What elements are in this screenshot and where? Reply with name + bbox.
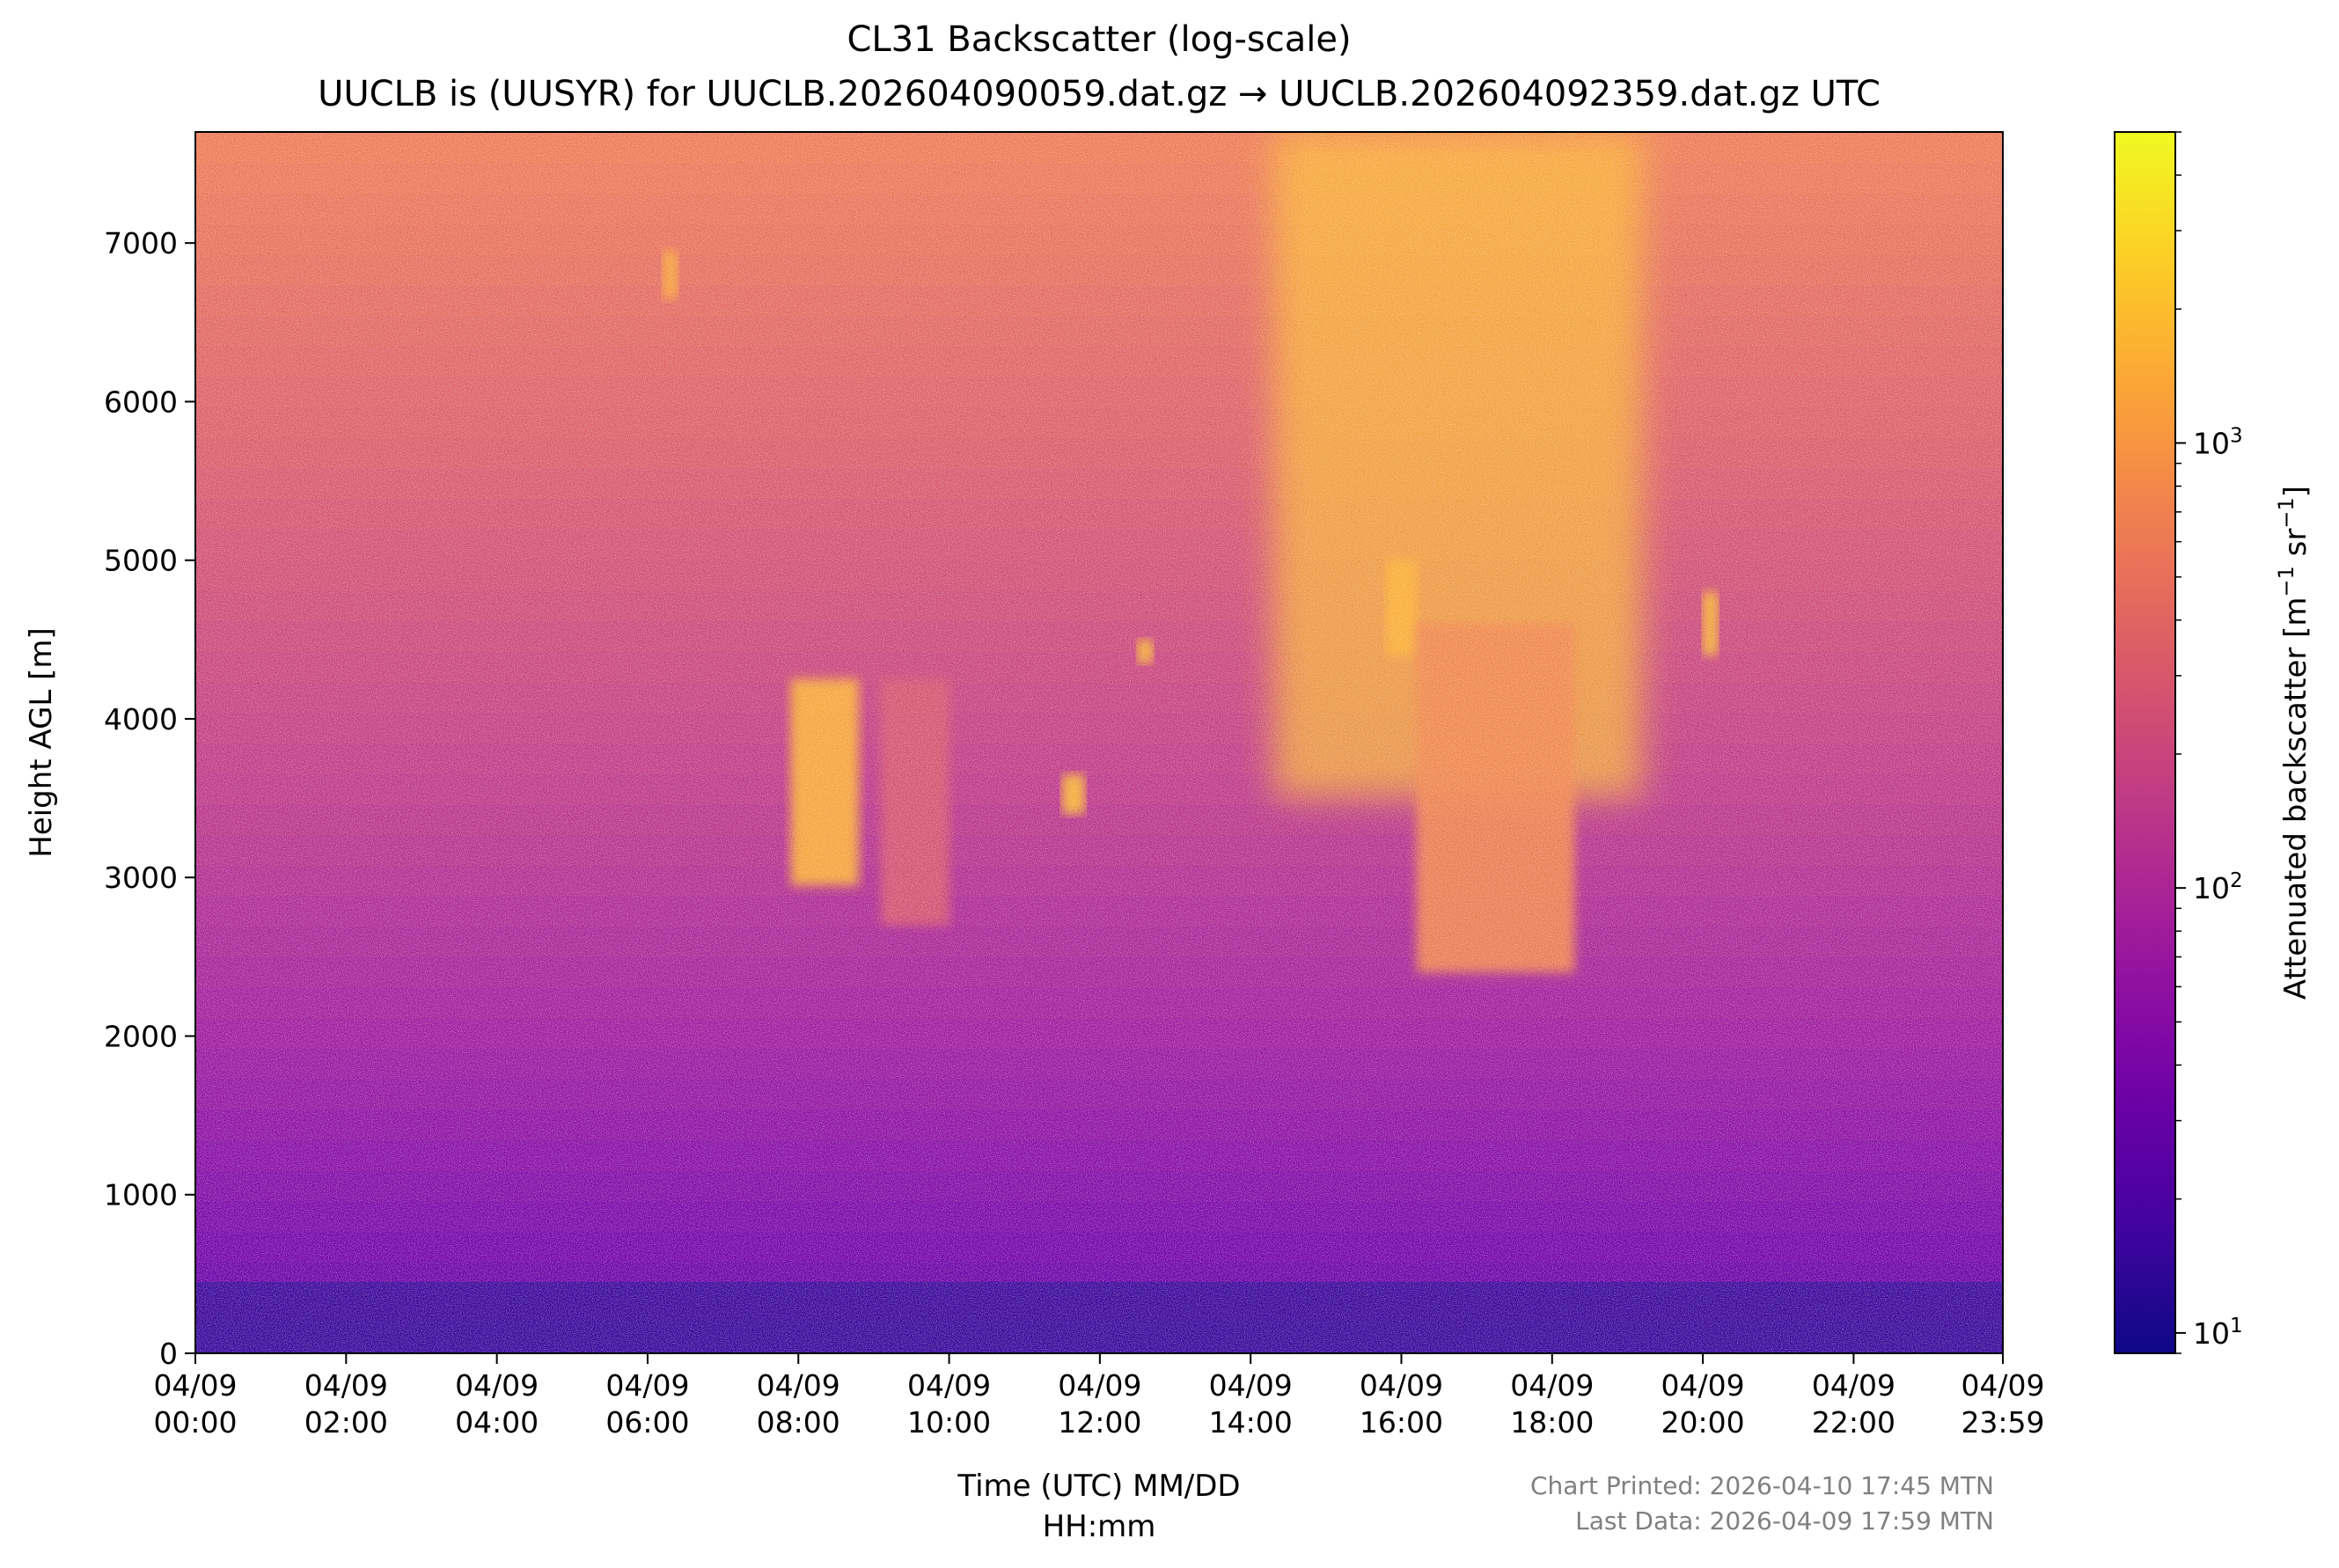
x-tick-time: 20:00 [1661,1405,1745,1440]
colorbar [2114,131,2176,1354]
x-tick-date: 04/09 [1058,1368,1141,1403]
chart-printed-note: Chart Printed: 2026-04-10 17:45 MTN [1530,1471,1994,1500]
x-tick-date: 04/09 [304,1368,388,1403]
last-data-note: Last Data: 2026-04-09 17:59 MTN [1575,1506,1994,1535]
colorbar-tick-label: 102 [2193,869,2243,905]
x-tick-date: 04/09 [605,1368,689,1403]
x-tick-date: 04/09 [1510,1368,1594,1403]
colorbar-tick-label: 103 [2193,424,2243,460]
x-tick-date: 04/09 [1961,1368,2044,1403]
plot-area [195,132,2003,1353]
x-tick-time: 06:00 [605,1405,689,1440]
y-tick-label: 6000 [104,385,178,419]
chart-title: CL31 Backscatter (log-scale) [847,19,1351,60]
y-tick-label: 5000 [104,544,178,578]
x-axis-label-line1: Time (UTC) MM/DD [957,1469,1240,1504]
x-tick-date: 04/09 [1360,1368,1443,1403]
colorbar-tick-label: 101 [2193,1315,2243,1351]
x-tick-time: 08:00 [757,1405,840,1440]
y-tick-label: 1000 [104,1178,178,1213]
y-axis: 0 1000 2000 3000 4000 5000 6000 7000 [104,226,195,1371]
x-tick-date: 04/09 [907,1368,991,1403]
x-tick-date: 04/09 [153,1368,237,1403]
colorbar-ticks: 101 102 103 [2175,131,2243,1354]
y-tick-label: 2000 [104,1019,178,1053]
x-axis-label-line2: HH:mm [1043,1509,1156,1544]
x-tick-time: 14:00 [1209,1405,1293,1440]
x-tick-time: 04:00 [455,1405,539,1440]
x-tick-date: 04/09 [1812,1368,1895,1403]
x-tick-date: 04/09 [455,1368,539,1403]
y-tick-label: 4000 [104,702,178,736]
colorbar-label: Attenuated backscatter [m−1 sr−1] [2274,486,2313,1000]
y-tick-label: 0 [159,1337,178,1371]
x-tick-date: 04/09 [1209,1368,1293,1403]
x-tick-time: 12:00 [1058,1405,1141,1440]
x-tick-time: 00:00 [153,1405,237,1440]
x-tick-time: 10:00 [907,1405,991,1440]
y-tick-label: 7000 [104,226,178,260]
x-tick-time: 16:00 [1360,1405,1443,1440]
speckle-noise [195,132,2003,1353]
chart-subtitle: UUCLB is (UUSYR) for UUCLB.202604090059.… [318,74,1881,114]
x-tick-time: 18:00 [1510,1405,1594,1440]
x-tick-time: 22:00 [1812,1405,1895,1440]
y-tick-label: 3000 [104,861,178,895]
x-tick-time: 02:00 [304,1405,388,1440]
x-tick-time: 23:59 [1961,1405,2044,1440]
x-tick-date: 04/09 [757,1368,840,1403]
y-axis-label: Height AGL [m] [24,627,59,858]
x-tick-date: 04/09 [1661,1368,1745,1403]
x-axis: 04/0900:0004/0902:0004/0904:0004/0906:00… [153,1353,2045,1440]
